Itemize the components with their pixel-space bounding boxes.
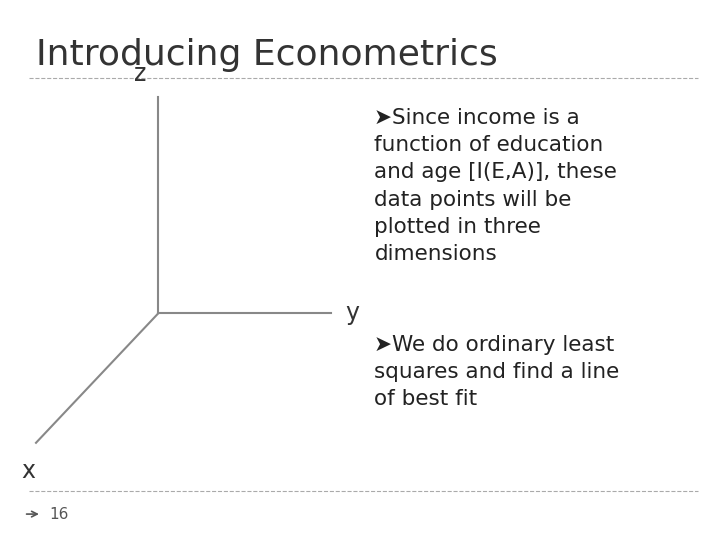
Text: ➤Since income is a
function of education
and age [I(E,A)], these
data points wil: ➤Since income is a function of education… bbox=[374, 108, 617, 264]
Text: y: y bbox=[346, 301, 359, 325]
Text: z: z bbox=[134, 63, 147, 86]
Text: Introducing Econometrics: Introducing Econometrics bbox=[36, 38, 498, 72]
Text: x: x bbox=[22, 459, 36, 483]
Text: 16: 16 bbox=[49, 507, 68, 522]
Text: ➤We do ordinary least
squares and find a line
of best fit: ➤We do ordinary least squares and find a… bbox=[374, 335, 620, 409]
